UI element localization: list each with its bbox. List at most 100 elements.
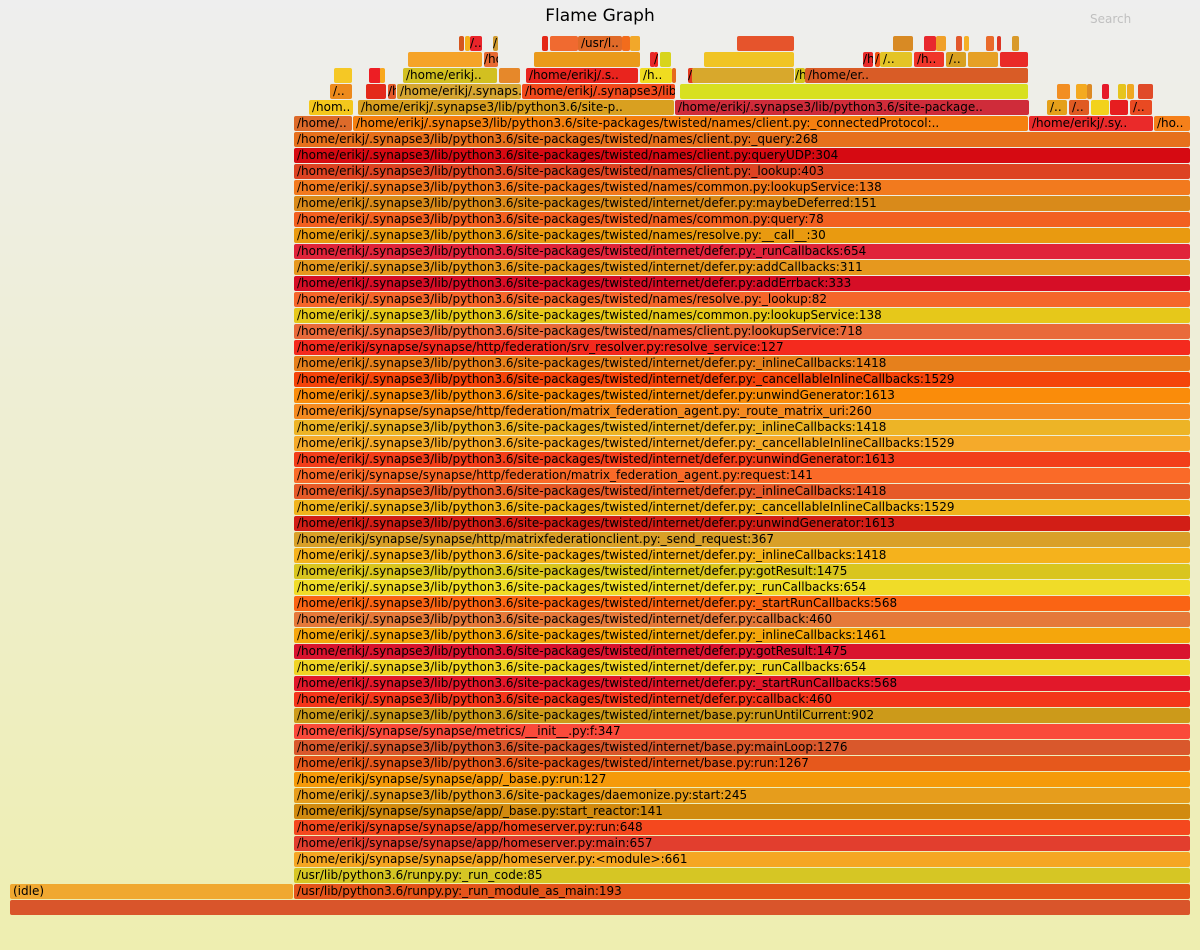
stack-frame[interactable]: /home/erikj/synapse/synapse/app/_base.py… [294,804,1190,819]
stack-frame[interactable]: /usr/l.. [578,36,622,51]
stack-frame[interactable]: /home/erikj/.synapse3/lib/python3.6/site… [294,788,1190,803]
stack-frame[interactable] [737,36,794,51]
stack-frame[interactable] [534,52,640,67]
stack-frame[interactable] [1110,100,1128,115]
stack-frame[interactable] [1091,100,1109,115]
stack-frame[interactable]: /home/erikj/.synapse3/lib/python3.6/site… [294,324,1190,339]
stack-frame[interactable] [956,36,962,51]
stack-frame[interactable]: /home/erikj/.synapse3/lib/pyt.. [795,68,805,83]
stack-frame[interactable]: /home/er.. [805,68,1028,83]
stack-frame[interactable] [936,36,946,51]
stack-frame[interactable]: /home/erikj/.synapse3/lib/python3.6/site… [294,580,1190,595]
stack-frame[interactable]: /home/erikj/.. [484,52,498,67]
stack-frame[interactable] [1000,52,1028,67]
stack-frame[interactable]: /home/erikj/synapse/synapse/app/homeserv… [294,820,1190,835]
stack-frame[interactable] [1076,84,1087,99]
stack-frame[interactable]: /home/erikj/.synapse3/lib/python3.6/site… [294,564,1190,579]
stack-frame[interactable]: /home/erikj/.synapse3/lib/python3.6/site… [294,484,1190,499]
stack-frame[interactable]: /home/erikj/.synapse3/lib/python3.6/site… [294,500,1190,515]
stack-frame[interactable]: /home/erikj/.synapse3/lib/python3.6/site… [294,260,1190,275]
stack-frame[interactable]: /home/erikj/.synapse3/lib/python3.6/site… [294,276,1190,291]
stack-frame[interactable] [1118,84,1126,99]
stack-frame[interactable] [1012,36,1019,51]
stack-frame[interactable]: /home/erikj/.synapse3/lib/python3.6/site… [294,436,1190,451]
stack-frame[interactable]: /home/erikj/synapse/synapse/app/_base.py… [294,772,1190,787]
stack-frame[interactable] [622,36,630,51]
stack-frame[interactable]: /home/erikj/.synapse3/lib/python3.6/site… [294,420,1190,435]
stack-frame[interactable]: /hom.. [309,100,353,115]
stack-frame[interactable] [334,68,352,83]
stack-frame[interactable]: /.. [880,52,912,67]
stack-frame[interactable] [366,84,386,99]
stack-frame[interactable]: /home/erikj/.synapse3/lib/python3.6/site… [294,356,1190,371]
stack-frame[interactable]: /home/erik.. [654,52,658,67]
stack-frame[interactable]: /home/erikj/.synapse3/lib/python3.6/site… [294,132,1190,147]
stack-frame[interactable] [1127,84,1134,99]
stack-frame[interactable]: /home/erikj/synapse/synapse/http/federat… [294,340,1190,355]
stack-frame[interactable]: /home/erikj/.sy.. [388,84,396,99]
root-frame[interactable] [10,900,1190,915]
stack-frame[interactable]: /home/erikj/.synapse3/lib/python3.6/site… [294,740,1190,755]
stack-frame[interactable]: /usr/lib/python3.6/runpy.py:_run_code:85 [294,868,1190,883]
stack-frame[interactable]: /home/erikj/.synapse3/lib/python3.6/site… [294,596,1190,611]
stack-frame[interactable] [964,36,969,51]
stack-frame[interactable]: /home/.. [294,116,352,131]
stack-frame[interactable] [499,68,520,83]
stack-frame[interactable]: /home/erikj/.synapse3/lib/python3.6/site… [294,180,1190,195]
stack-frame[interactable]: /home/erikj/.synapse3/lib/python3.6/site… [294,196,1190,211]
stack-frame[interactable] [1138,84,1153,99]
stack-frame[interactable]: /home/erikj/.synapse3/lib/python3.6/site… [294,548,1190,563]
stack-frame[interactable] [550,36,578,51]
stack-frame[interactable] [704,52,794,67]
stack-frame[interactable]: (idle) [10,884,293,899]
stack-frame[interactable]: /home/erikj/.synapse3/lib/python3.6/site… [294,148,1190,163]
stack-frame[interactable]: /home/erikj/synapse/synapse/metrics/__in… [294,724,1190,739]
stack-frame[interactable]: /home/erikj/synapse/synapse/http/federat… [294,404,1190,419]
search-link[interactable]: Search [1090,12,1132,26]
stack-frame[interactable]: /home/erikj/.synapse3/lib/python3.6/site… [675,100,1029,115]
stack-frame[interactable] [1057,84,1070,99]
stack-frame[interactable]: /home/erikj.. [403,68,497,83]
stack-frame[interactable]: /.. [330,84,352,99]
stack-frame[interactable] [997,36,1001,51]
stack-frame[interactable] [1087,84,1092,99]
stack-frame[interactable]: /home/erikj/.synapse3/lib/python3.6/site… [294,308,1190,323]
stack-frame[interactable] [465,36,470,51]
stack-frame[interactable] [1102,84,1109,99]
stack-frame[interactable]: /usr/lib/python3.6/runpy.py:_run_module_… [294,884,1190,899]
stack-frame[interactable]: /home/erikj/.synapse3/lib/python3.6/site… [358,100,674,115]
stack-frame[interactable]: /home/erikj/.synapse3/lib/python3.6/site… [294,244,1190,259]
stack-frame[interactable]: /.. [1130,100,1152,115]
stack-frame[interactable]: /h.. [914,52,944,67]
stack-frame[interactable]: /home/erikj/synapse/synapse/http/federat… [294,468,1190,483]
stack-frame[interactable] [408,52,482,67]
stack-frame[interactable]: /home/erikj/.sy.. [1029,116,1153,131]
stack-frame[interactable] [542,36,548,51]
stack-frame[interactable]: /home/erikj/.synapse3/lib/python3.6/site… [294,660,1190,675]
stack-frame[interactable]: /home/erikj/.synapse3/lib/python3.6/site… [294,708,1190,723]
stack-frame[interactable] [660,52,671,67]
stack-frame[interactable]: /home/erikj/.synapse3/lib/python3.6/site… [353,116,1028,131]
stack-frame[interactable]: /home/erikj/.synapse3/lib/python3.6/site… [294,612,1190,627]
stack-frame[interactable] [924,36,936,51]
stack-frame[interactable]: /home/erikj/.synapse3/lib/python3.6/site… [294,756,1190,771]
stack-frame[interactable]: /home/erikj/synapse/synapse/app/homeserv… [294,852,1190,867]
stack-frame[interactable]: /home/erikj/.synapse3/lib/python3.6/site… [522,84,675,99]
stack-frame[interactable]: /home/erikj/synapse/synapse/app/homeserv… [294,836,1190,851]
stack-frame[interactable]: /home/erikj/.synapse3/lib/python3.6/site… [294,164,1190,179]
stack-frame[interactable] [893,36,913,51]
stack-frame[interactable]: /home/erikj/.synapse3/lib/python3.6/site… [294,388,1190,403]
stack-frame[interactable]: /home/erikj/.synapse3/lib/python3.6/site… [294,212,1190,227]
stack-frame[interactable]: /ho.. [493,36,498,51]
stack-frame[interactable]: /ho.. [1154,116,1190,131]
stack-frame[interactable]: /home/erikj/.synapse3/lib/python3.6/site… [294,676,1190,691]
stack-frame[interactable] [630,36,640,51]
stack-frame[interactable]: /home/erikj/synapse/synapse/http/matrixf… [294,532,1190,547]
stack-frame[interactable]: /h.. [640,68,672,83]
stack-frame[interactable]: /home/erikj/.synaps.. [397,84,521,99]
stack-frame[interactable] [968,52,998,67]
stack-frame[interactable] [369,68,381,83]
stack-frame[interactable] [672,68,676,83]
stack-frame[interactable]: /h.. [875,52,880,67]
stack-frame[interactable]: /home/erikj/.synapse3/lib/python3.6/site… [294,452,1190,467]
